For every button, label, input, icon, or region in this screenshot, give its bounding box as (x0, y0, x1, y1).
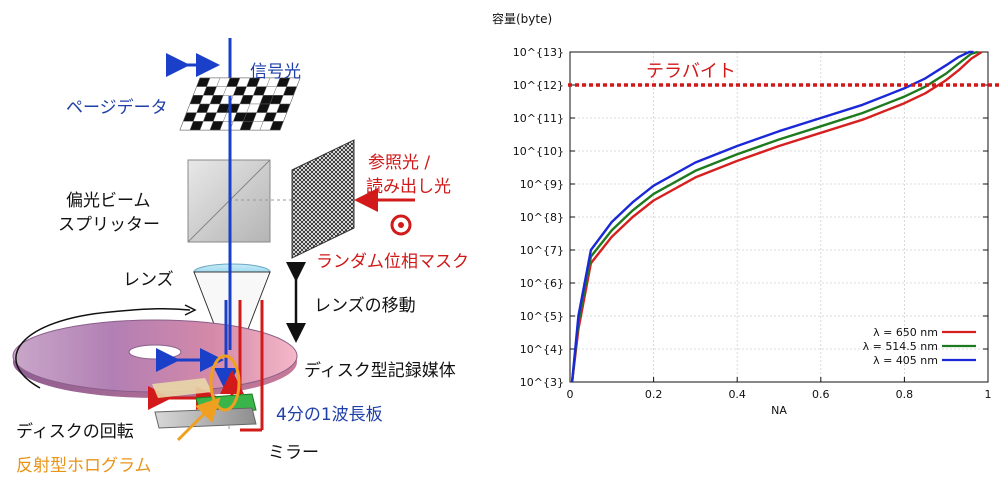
chart-legend: λ = 650 nmλ = 514.5 nmλ = 405 nm (863, 326, 976, 367)
disc-medium-label: ディスク型記録媒体 (304, 361, 456, 381)
y-tick-label: 10^{6} (520, 277, 564, 290)
x-tick-label: 0 (567, 388, 574, 401)
x-tick-label: 0.8 (896, 388, 914, 401)
polarizing-beam-splitter (187, 159, 300, 243)
page-data-grid (179, 77, 301, 131)
chart-annotation: テラバイト (568, 61, 1000, 87)
y-tick-label: 10^{12} (513, 79, 564, 92)
disc-rotation-label: ディスクの回転 (16, 422, 134, 442)
polarization-symbol-icon (390, 214, 412, 236)
reflective-hologram-label: 反射型ホログラム (16, 456, 152, 476)
legend-label: λ = 514.5 nm (863, 340, 938, 353)
chart-ylabel: 容量(byte) (492, 12, 553, 26)
chart-ticks: 10^{3} 10^{4} 10^{5} 10^{6} 10^{7} 10^{8} 10^{… (513, 46, 992, 401)
holographic-storage-diagram: 信号光 ページデータ 参照光 / 読み出し光 偏光ビーム スプリッター ランダム… (0, 0, 500, 492)
signal-light-label: 信号光 (250, 62, 301, 82)
disc-rotation-arrow (15, 307, 191, 389)
series-line (570, 50, 974, 383)
legend-label: λ = 650 nm (873, 326, 938, 339)
chart-svg: 10^{3} 10^{4} 10^{5} 10^{6} 10^{7} 10^{8} 10^{… (513, 46, 1000, 417)
x-tick-label: 1 (985, 388, 992, 401)
reference-light-label-2: 読み出し光 (366, 177, 451, 197)
x-tick-label: 0.6 (812, 388, 830, 401)
page-data-label: ページデータ (66, 98, 168, 118)
diagram-svg (12, 38, 415, 442)
page-data-cell (269, 121, 284, 131)
capacity-chart: 10^{3} 10^{4} 10^{5} 10^{6} 10^{7} 10^{8} 10^{… (500, 40, 1000, 492)
hologram-pointer-arrow (176, 397, 221, 442)
random-phase-mask-label: ランダム位相マスク (316, 252, 469, 272)
y-tick-label: 10^{13} (513, 46, 564, 59)
random-phase-mask (291, 139, 355, 259)
x-tick-label: 0.4 (728, 388, 746, 401)
terabyte-label: テラバイト (646, 61, 736, 82)
y-tick-label: 10^{10} (513, 145, 564, 158)
reference-light-label-1: 参照光 / (368, 153, 431, 173)
plot-frame (569, 51, 989, 383)
y-tick-label: 10^{8} (520, 211, 564, 224)
hologram-highlight (209, 354, 241, 412)
y-tick-label: 10^{5} (520, 310, 564, 323)
series-line (570, 50, 983, 383)
x-tick-label: 0.2 (645, 388, 663, 401)
pbs-label-2: スプリッター (58, 215, 160, 235)
legend-label: λ = 405 nm (873, 354, 938, 367)
chart-xlabel: NA (771, 404, 787, 417)
mirror-label: ミラー (268, 443, 319, 463)
pbs-label-1: 偏光ビーム (66, 191, 151, 211)
chart-series (570, 50, 983, 383)
y-tick-label: 10^{9} (520, 178, 564, 191)
series-line (570, 50, 978, 383)
y-tick-label: 10^{4} (520, 343, 564, 356)
y-tick-label: 10^{3} (520, 376, 564, 389)
lens-label: レンズ (123, 270, 174, 290)
lens-movement-label: レンズの移動 (314, 296, 416, 316)
y-tick-label: 10^{7} (520, 244, 564, 257)
y-tick-label: 10^{11} (513, 112, 564, 125)
hologram-region (152, 378, 212, 398)
quarter-wave-plate-label: 4分の1波長板 (276, 405, 383, 425)
